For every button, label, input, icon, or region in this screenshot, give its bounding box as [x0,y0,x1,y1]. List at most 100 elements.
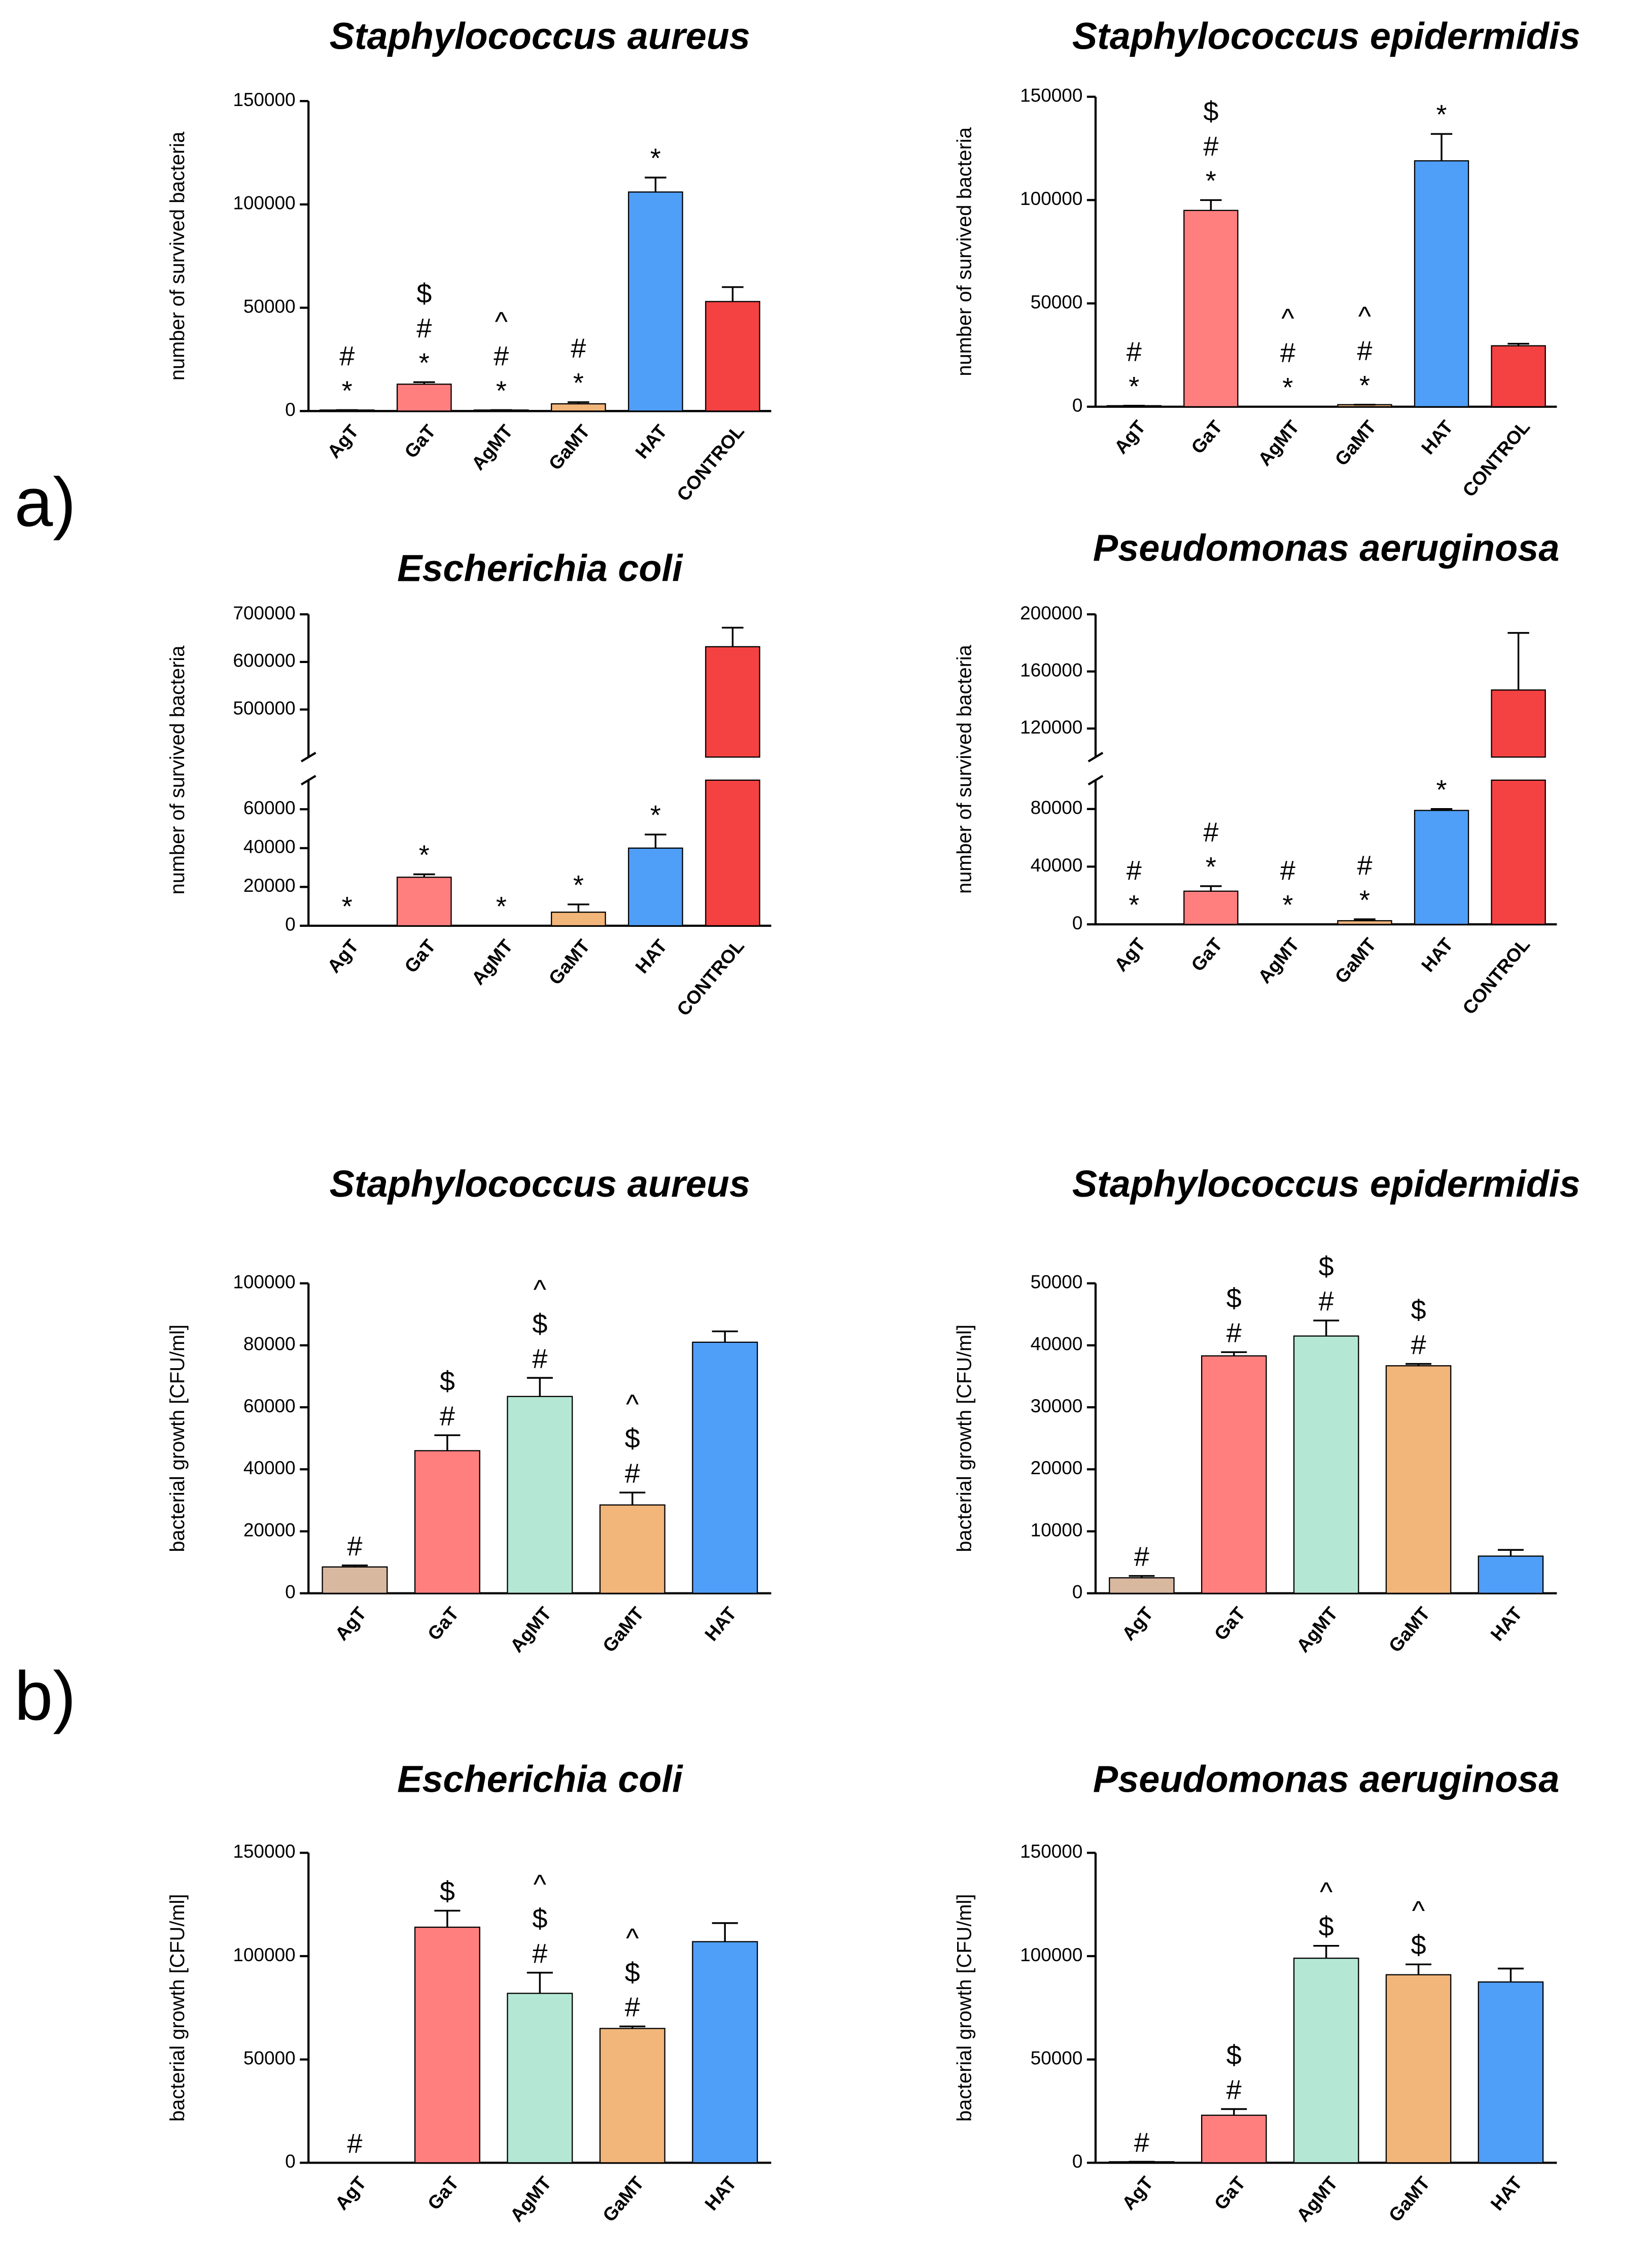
y-axis-label: number of survived bacteria [954,127,976,376]
significance-mark: $ [1226,1283,1242,1313]
y-tick-label: 50000 [1031,292,1083,312]
bar [1385,1365,1452,1594]
significance-mark: $ [416,279,432,309]
y-axis-label: bacterial growth [CFU/ml] [166,1894,189,2122]
y-tick-label: 100000 [233,1272,295,1293]
significance-mark: * [650,143,661,173]
bar [414,1926,480,2164]
bar [507,1396,573,1594]
significance-mark: * [1282,890,1293,920]
x-tick-label: GaT [400,935,440,977]
significance-mark: $ [1319,1251,1334,1282]
significance-mark: * [650,800,661,830]
significance-mark: # [625,1992,640,2023]
y-tick-label: 150000 [1020,85,1082,106]
x-tick-label: AgT [1118,2172,1157,2214]
chart-title: Pseudomonas aeruginosa [1093,527,1560,569]
significance-mark: * [496,891,507,922]
y-tick-label: 150000 [233,1841,295,1862]
bar [628,847,683,927]
significance-mark: ^ [534,1274,547,1305]
chart-title: Pseudomonas aeruginosa [1093,1758,1560,1800]
x-tick-label: GaT [400,421,440,462]
x-tick-label: HAT [700,2172,741,2214]
significance-mark: # [1411,1330,1426,1360]
bar [705,779,760,927]
significance-mark: $ [440,1876,455,1907]
bar [705,646,760,758]
chart-title: Staphylococcus epidermidis [1072,15,1580,57]
significance-mark: * [1436,775,1447,805]
x-tick-label: HAT [1417,934,1457,976]
x-tick-label: GaT [424,1603,463,1645]
significance-mark: ^ [1281,303,1294,334]
significance-mark: $ [440,1366,455,1397]
significance-mark: ^ [1412,1895,1425,1926]
panel-label: b) [14,1657,76,1734]
significance-mark: $ [625,1423,640,1454]
y-tick-label: 200000 [1020,603,1082,623]
significance-mark: # [1280,338,1295,368]
bar [1183,890,1239,925]
significance-mark: # [440,1401,455,1431]
x-tick-label: HAT [631,421,672,463]
y-axis-label: number of survived bacteria [954,644,976,894]
significance-mark: ^ [626,1923,639,1953]
significance-mark: ^ [495,306,508,337]
chart-title: Escherichia coli [397,1758,683,1800]
y-tick-label: 40000 [243,837,296,857]
bar [1414,160,1469,407]
panel-label: a) [14,464,76,541]
axis-break [300,775,317,786]
significance-mark: # [532,1343,547,1374]
significance-mark: ^ [1320,1877,1333,1907]
significance-mark: # [625,1458,640,1488]
bar [1201,2114,1267,2164]
bar [396,384,452,412]
significance-mark: * [496,375,507,406]
x-tick-label: AgT [331,1603,371,1645]
y-tick-label: 0 [1072,395,1083,416]
y-tick-label: 0 [285,914,296,935]
x-tick-label: AgT [1110,416,1150,458]
x-tick-label: GaMT [1385,2172,1434,2225]
x-tick-label: HAT [1417,416,1457,459]
x-tick-label: CONTROL [673,421,748,505]
bar [1414,810,1469,925]
bar [1385,1974,1452,2164]
y-axis-label: bacterial growth [CFU/ml] [954,1894,976,2122]
y-tick-label: 40000 [1031,1334,1083,1354]
bar [551,403,606,412]
significance-mark: * [1129,371,1139,402]
x-tick-label: GaMT [545,935,594,989]
x-tick-label: HAT [1487,1603,1527,1645]
significance-mark: ^ [1358,301,1372,331]
x-tick-label: AgMT [468,935,517,989]
y-tick-label: 0 [285,2151,296,2172]
y-tick-label: 100000 [233,1944,295,1965]
y-axis-label: bacterial growth [CFU/ml] [954,1325,976,1552]
x-tick-label: GaMT [1331,416,1381,470]
x-tick-label: AgT [331,2172,371,2214]
significance-mark: # [1280,855,1295,886]
x-tick-label: CONTROL [1459,416,1534,501]
chart-title: Escherichia coli [397,547,683,589]
significance-mark: * [1282,372,1293,403]
y-tick-label: 40000 [1031,855,1083,876]
y-tick-label: 20000 [1031,1457,1083,1478]
x-tick-label: AgMT [1292,2172,1342,2225]
y-tick-label: 30000 [1031,1396,1083,1416]
y-tick-label: 50000 [1031,1272,1083,1293]
x-tick-label: GaT [424,2172,463,2214]
bar [1293,1957,1359,2164]
y-tick-label: 0 [1072,913,1083,933]
bar [628,191,683,412]
x-tick-label: AgMT [1292,1603,1342,1656]
significance-mark: $ [1411,1295,1426,1326]
significance-mark: # [494,341,509,371]
bar [1293,1335,1359,1594]
significance-mark: * [419,347,430,378]
x-tick-label: AgMT [506,1603,556,1656]
x-tick-label: AgT [1118,1603,1157,1645]
bar [1478,1555,1544,1594]
